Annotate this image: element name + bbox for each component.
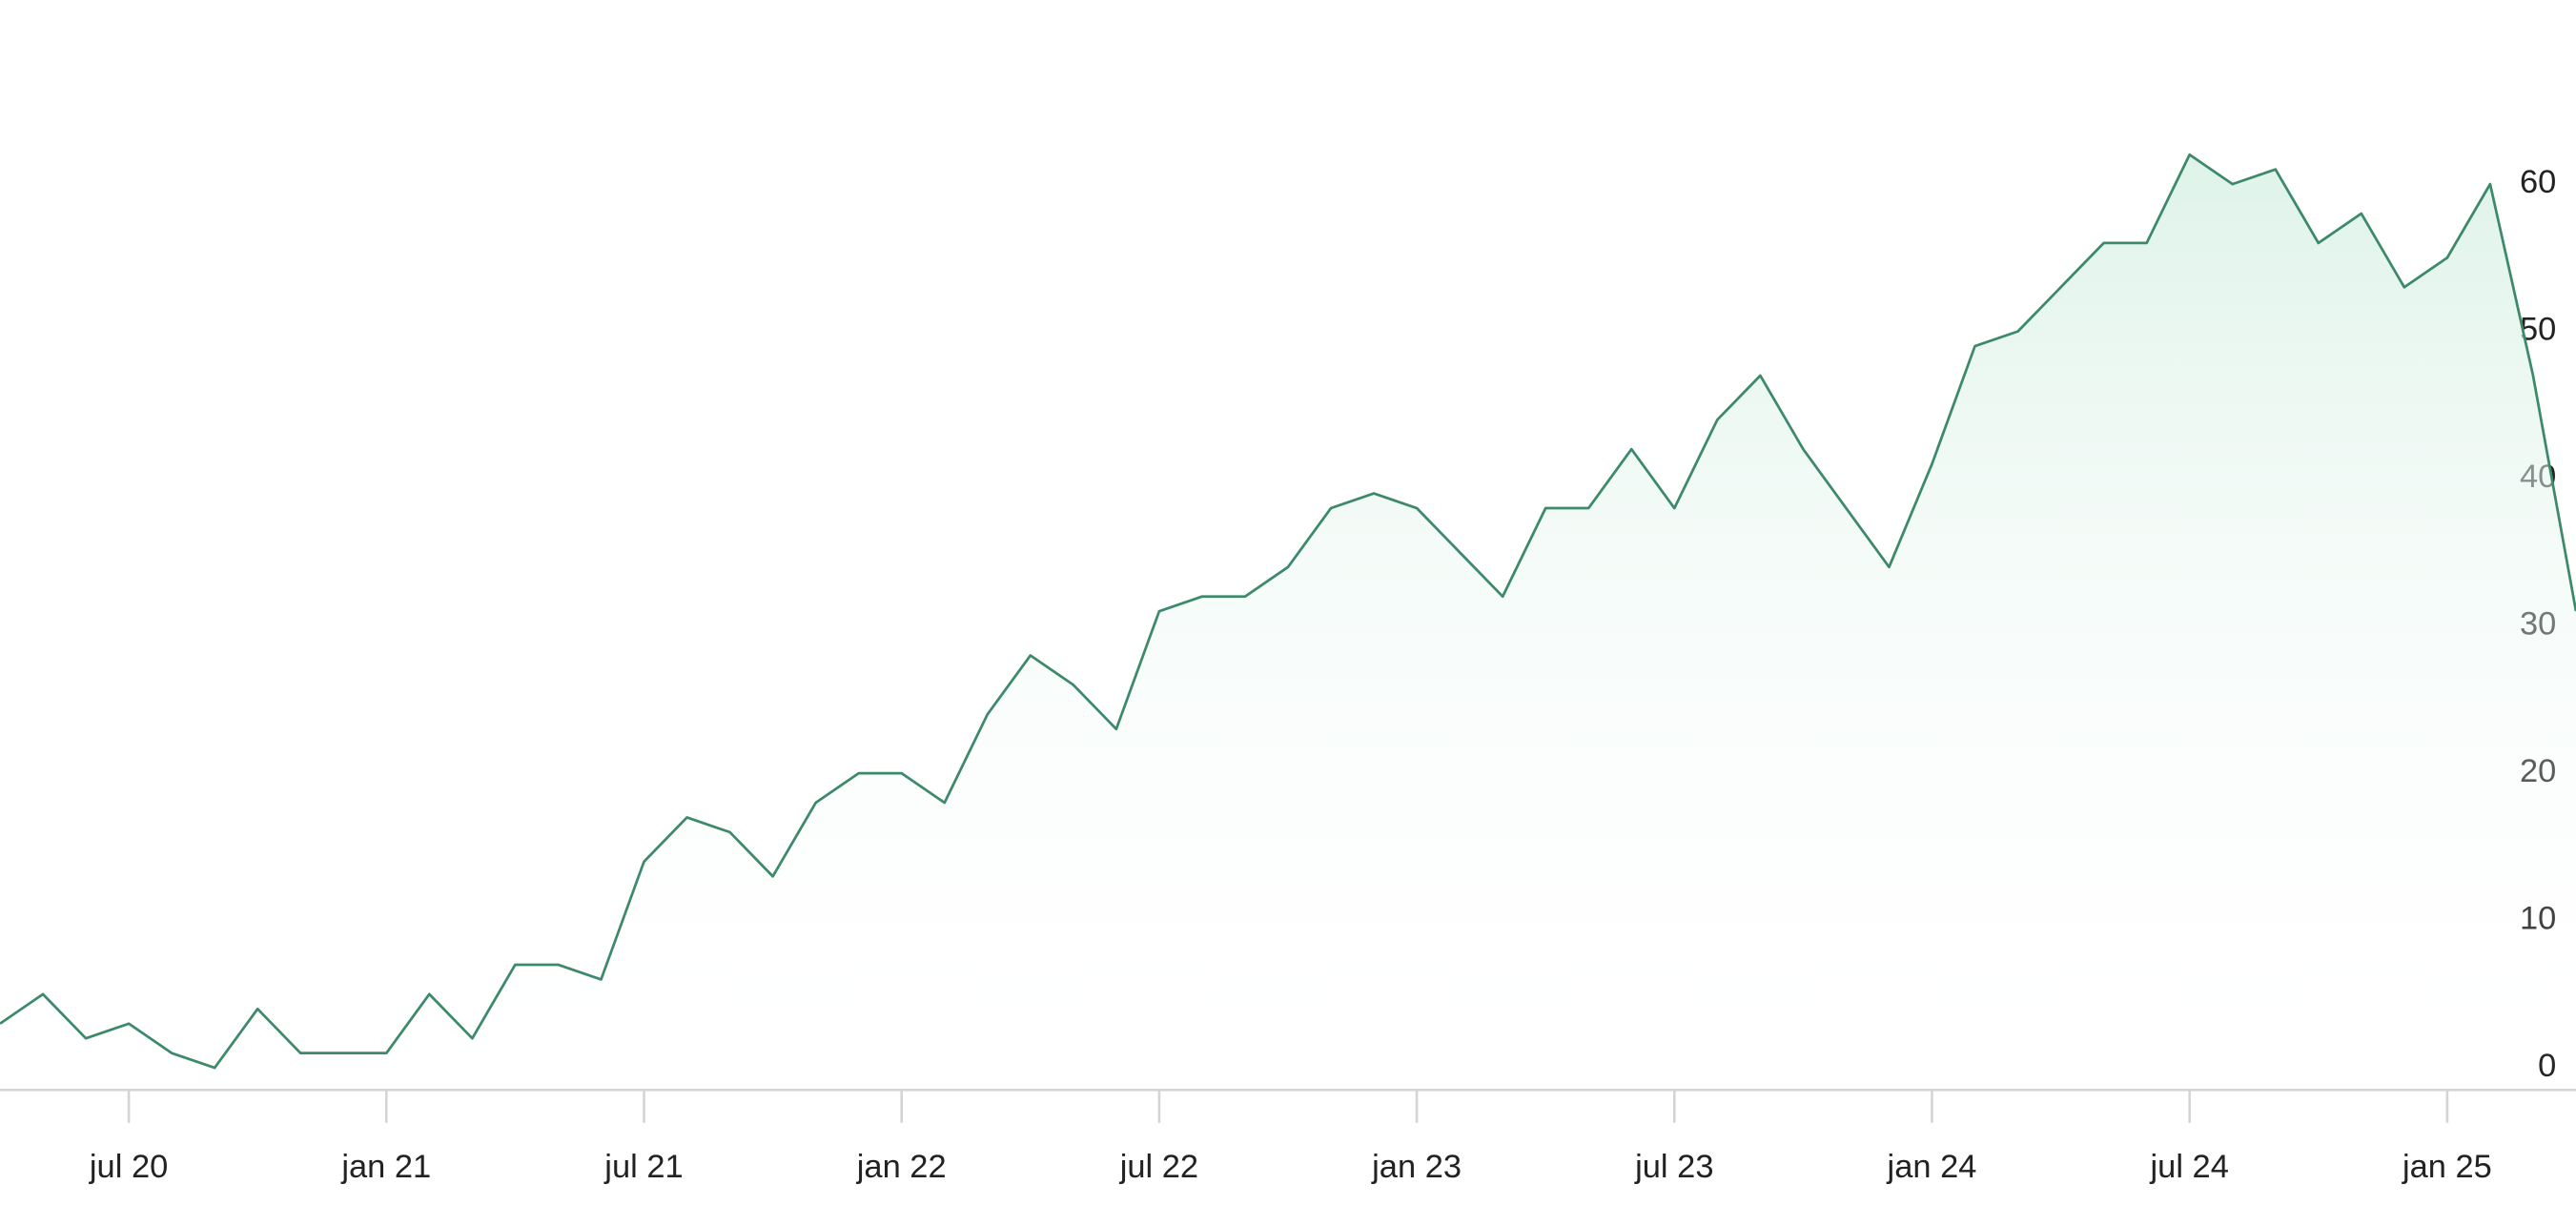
x-tick-label: jul 20 (89, 1149, 168, 1185)
x-tick-label: jan 21 (340, 1149, 431, 1185)
x-tick-label: jul 22 (1119, 1149, 1198, 1185)
x-tick-label: jan 25 (2402, 1149, 2492, 1185)
x-tick-label: jul 23 (1634, 1149, 1713, 1185)
x-tick-label: jan 22 (856, 1149, 947, 1185)
y-tick-label: 60 (2520, 164, 2556, 200)
area-fill (0, 154, 2576, 1091)
x-tick-label: jul 21 (603, 1149, 683, 1185)
x-tick-label: jul 24 (2150, 1149, 2229, 1185)
x-tick-label: jan 24 (1887, 1149, 1977, 1185)
x-tick-label: jan 23 (1371, 1149, 1462, 1185)
line (0, 153, 2576, 1070)
